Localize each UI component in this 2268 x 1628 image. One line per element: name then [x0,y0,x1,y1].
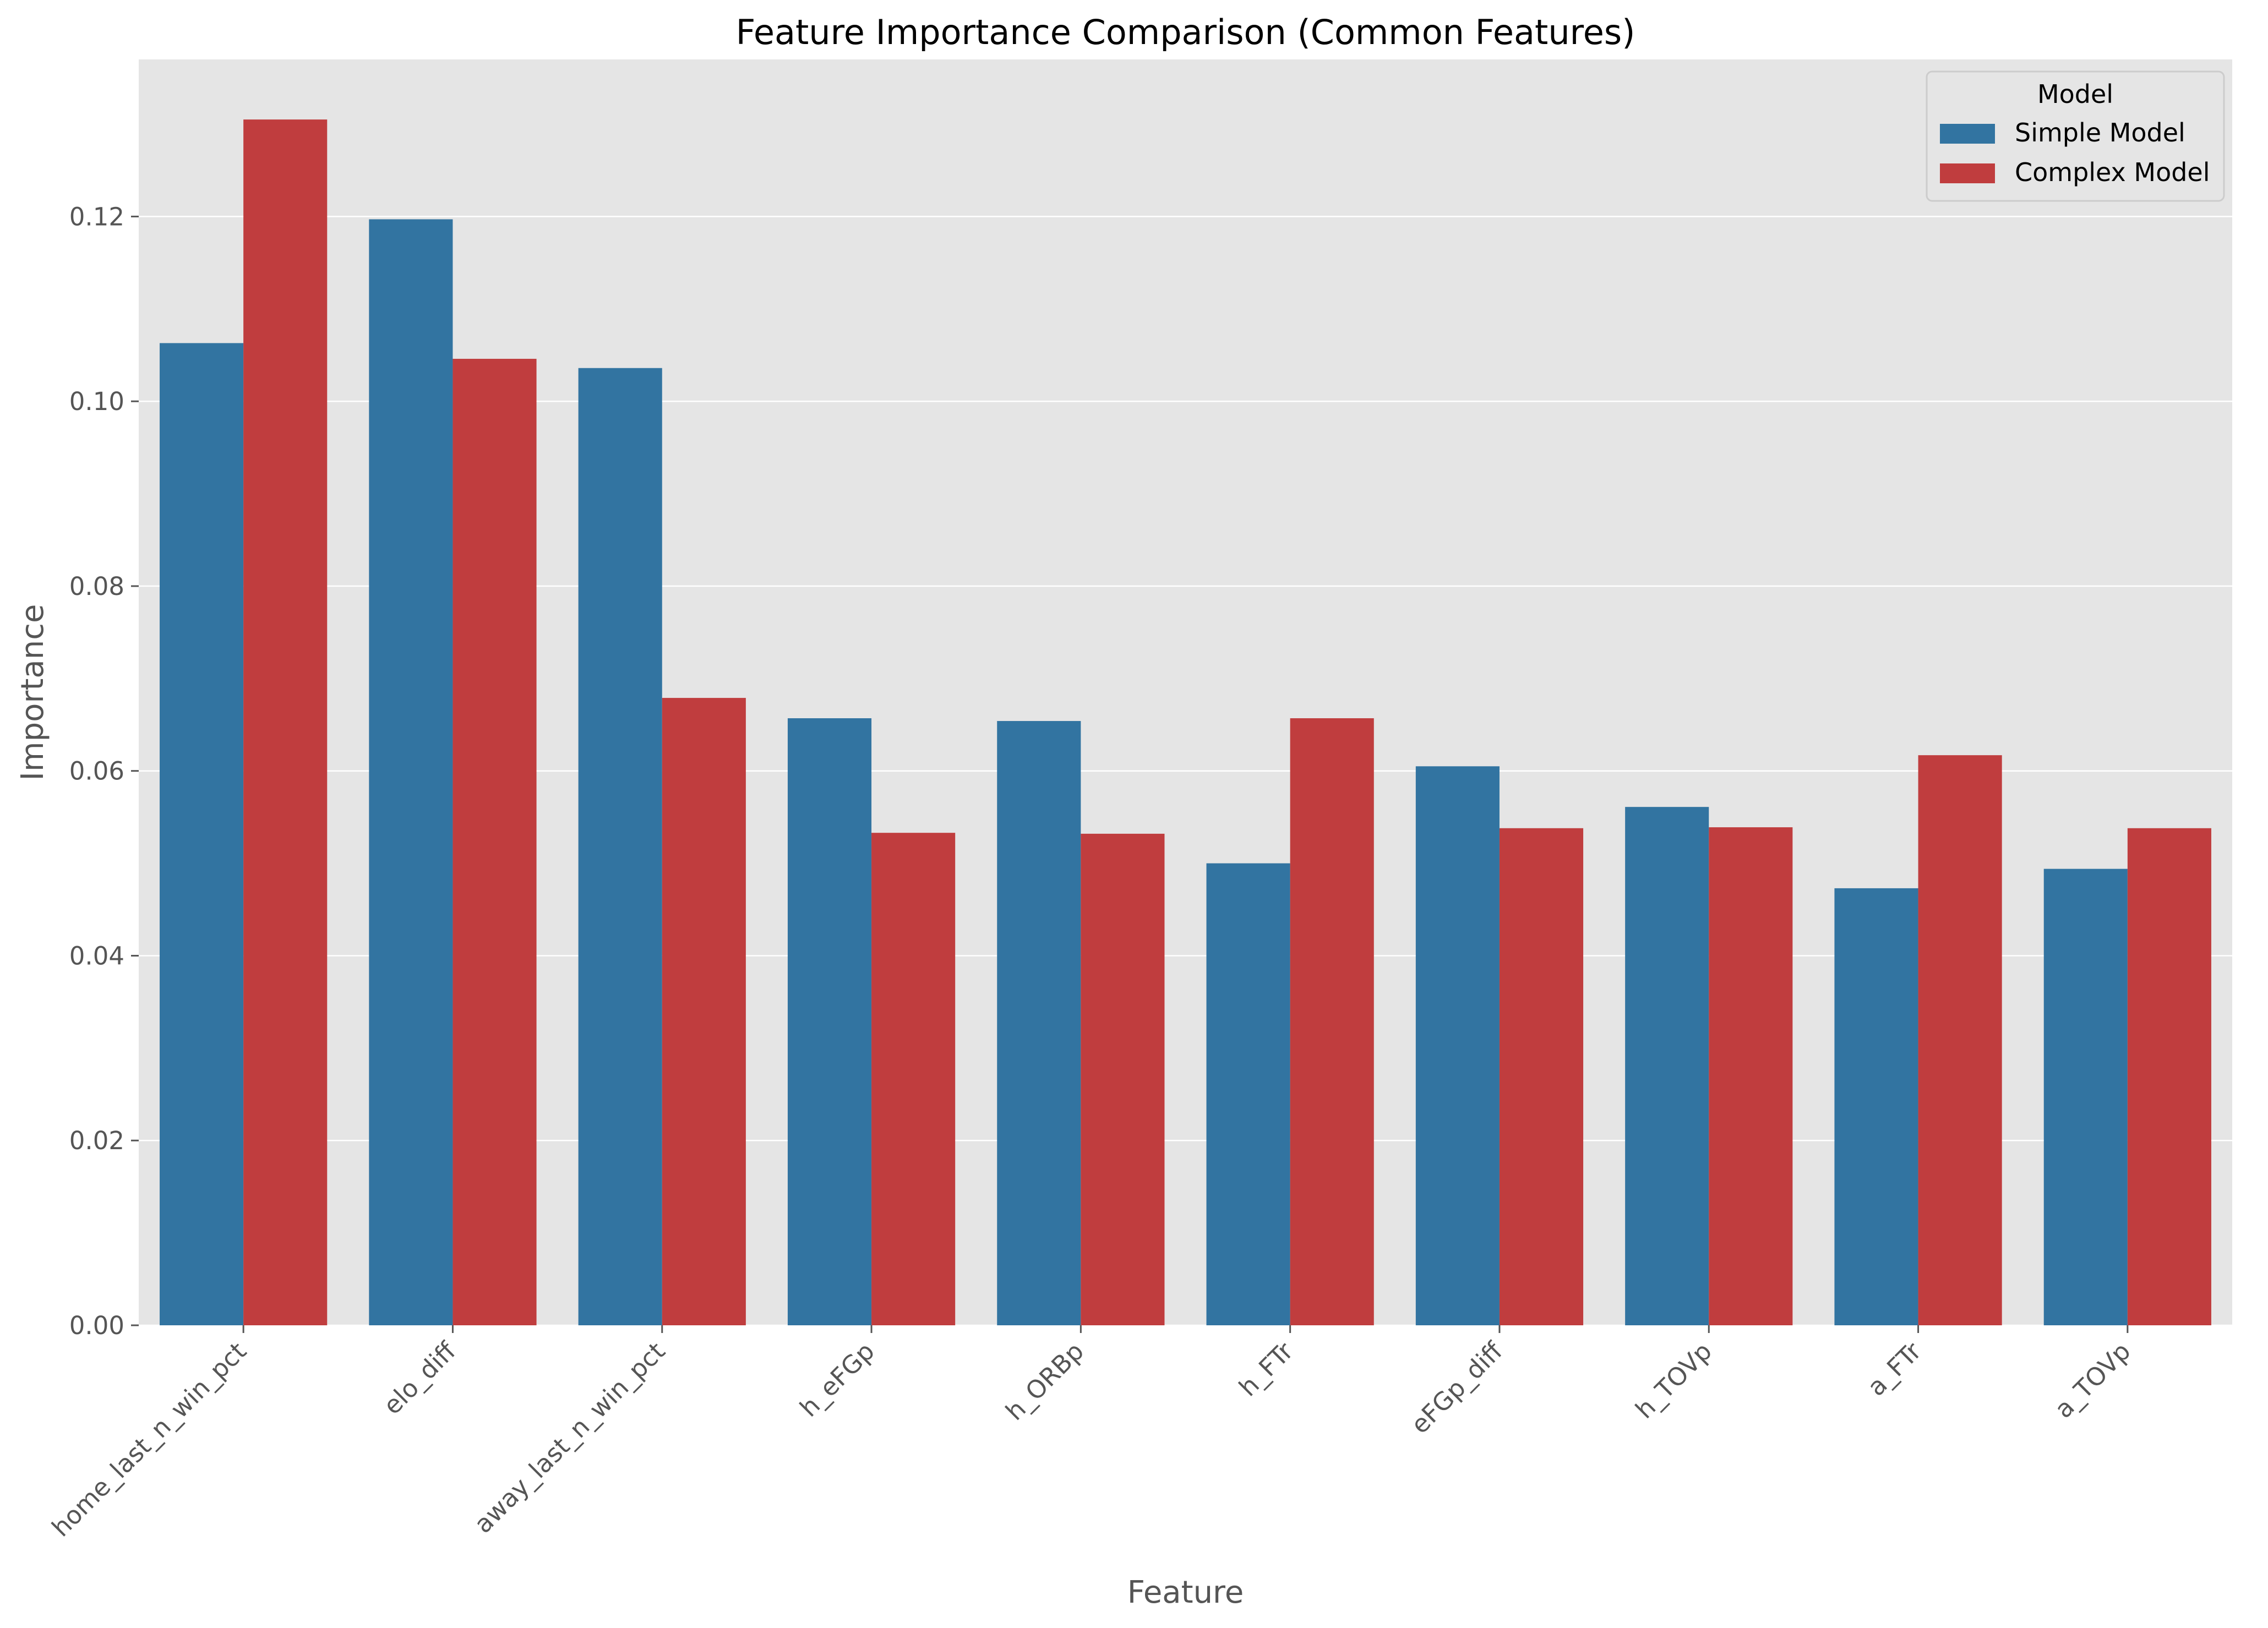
legend: Model Simple Model Complex Model [1926,70,2225,202]
bars [160,119,2211,1326]
bar-complex-model [2127,828,2211,1325]
y-tick-label: 0.00 [69,1311,124,1340]
x-axis-label: Feature [1127,1575,1244,1610]
x-tick-label: away_last_n_win_pct [468,1336,671,1539]
bar-simple-model [369,219,453,1325]
bar-complex-model [1290,718,1374,1325]
bar-simple-model [578,368,662,1325]
x-tick-label: h_TOVp [1630,1336,1718,1424]
bar-simple-model [1834,888,1918,1325]
bar-complex-model [1499,828,1584,1325]
legend-swatch [1940,163,1995,183]
bar-simple-model [997,721,1081,1325]
legend-label: Simple Model [2015,118,2185,147]
legend-title: Model [2037,79,2113,109]
y-axis: 0.00 0.02 0.04 0.06 0.08 0.10 0.12 [69,202,139,1340]
y-tick-label: 0.12 [69,202,124,231]
bar-simple-model [1415,766,1500,1325]
y-tick-label: 0.06 [69,757,124,786]
y-tick-label: 0.08 [69,572,124,601]
bar-simple-model [160,343,244,1325]
bar-complex-model [243,119,328,1326]
bar-complex-model [1918,755,2002,1325]
x-axis: home_last_n_win_pct elo_diff away_last_n_w… [46,1325,2136,1542]
legend-swatch [1940,124,1995,144]
x-tick-label: elo_diff [378,1336,462,1421]
x-tick-label: a_TOVp [2049,1336,2136,1424]
x-tick-label: home_last_n_win_pct [46,1336,252,1542]
bar-complex-model [1709,827,1793,1325]
bar-simple-model [2043,868,2128,1325]
bar-complex-model [1081,833,1165,1325]
y-tick-label: 0.04 [69,941,124,970]
x-tick-label: eFGp_diff [1405,1336,1509,1440]
bar-complex-model [452,358,537,1325]
bar-complex-model [662,698,746,1325]
x-tick-label: a_FTr [1862,1336,1927,1402]
bar-simple-model [1625,807,1709,1325]
bar-simple-model [1206,863,1290,1325]
x-tick-label: h_FTr [1233,1336,1299,1402]
legend-label: Complex Model [2015,157,2210,187]
y-tick-label: 0.10 [69,387,124,416]
legend-box [1926,70,2225,202]
chart-title: Feature Importance Comparison (Common Fe… [736,12,1635,52]
y-tick-label: 0.02 [69,1126,124,1155]
x-tick-label: h_ORBp [1000,1336,1089,1426]
bar-complex-model [871,833,956,1325]
y-axis-label: Importance [15,604,51,781]
bar-simple-model [787,718,872,1325]
x-tick-label: h_eFGp [794,1336,880,1422]
